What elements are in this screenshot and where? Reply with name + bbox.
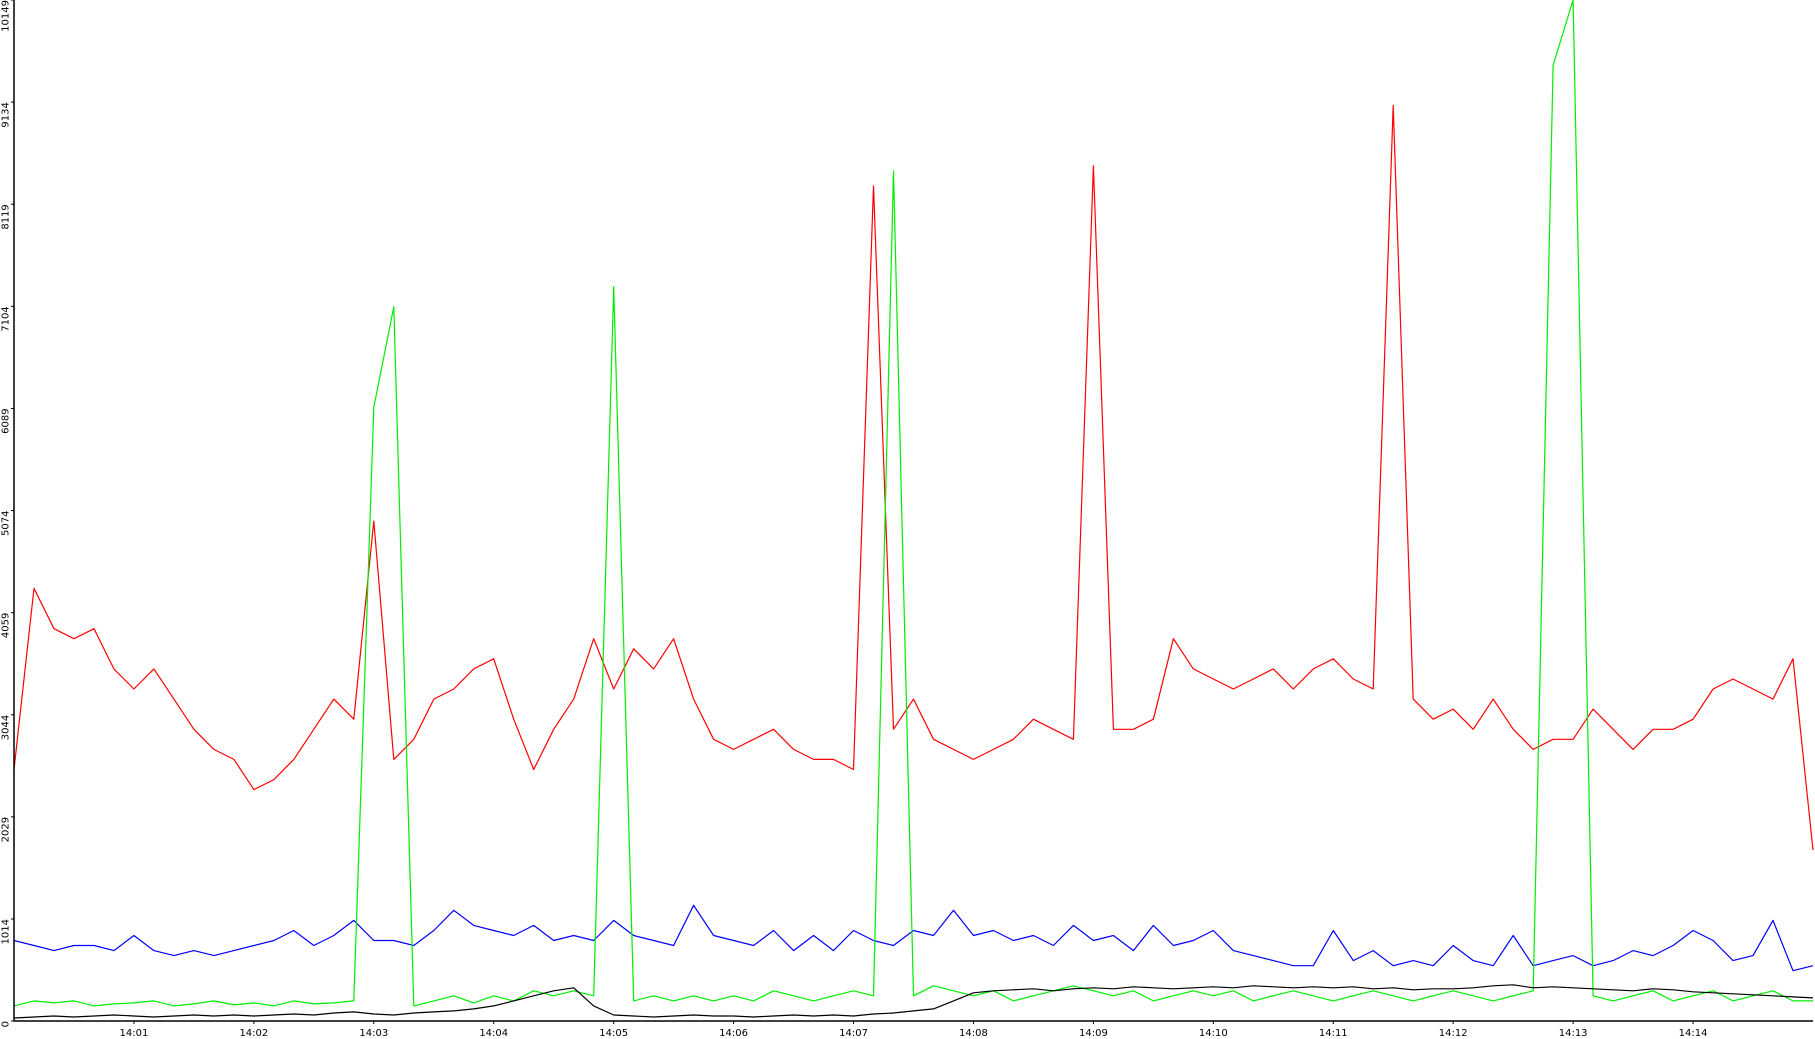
x-tick-label: 14:13 (1559, 1028, 1588, 1039)
y-tick-label: 6089 (0, 408, 11, 433)
x-tick-label: 14:08 (959, 1028, 988, 1039)
y-tick-label: 3044 (0, 715, 11, 740)
x-tick-label: 14:03 (359, 1028, 388, 1039)
series-line (13, 984, 1814, 1019)
y-tick-label: 8119 (0, 204, 11, 229)
y-tick-label: 0 (0, 1021, 11, 1027)
series-line (13, 104, 1814, 851)
x-tick-label: 14:05 (599, 1028, 628, 1039)
series-line (13, 0, 1813, 1007)
x-tick-label: 14:12 (1439, 1028, 1468, 1039)
y-tick-label: 7104 (0, 306, 11, 331)
x-tick-label: 14:06 (719, 1028, 748, 1039)
y-tick-label: 5074 (0, 511, 11, 536)
x-tick-label: 14:10 (1199, 1028, 1228, 1039)
series-line (13, 904, 1814, 972)
x-tick-label: 14:04 (479, 1028, 508, 1039)
y-tick-label: 4059 (0, 613, 11, 638)
x-tick-label: 14:09 (1079, 1028, 1108, 1039)
x-tick-label: 14:01 (120, 1028, 149, 1039)
y-tick-label: 2029 (0, 817, 11, 842)
x-tick-label: 14:02 (239, 1028, 268, 1039)
x-tick-label: 14:11 (1319, 1028, 1348, 1039)
y-tick-label: 9134 (0, 102, 11, 127)
y-tick-label: 1014 (0, 919, 11, 944)
y-tick-label: 10149 (0, 0, 11, 32)
x-tick-label: 14:14 (1679, 1028, 1708, 1039)
x-tick-label: 14:07 (839, 1028, 868, 1039)
